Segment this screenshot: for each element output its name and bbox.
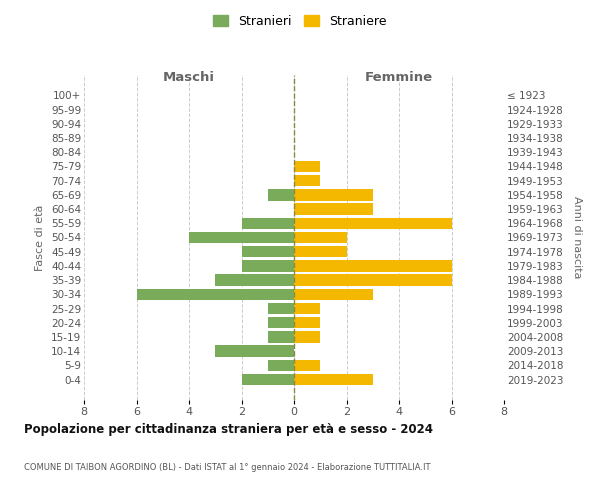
- Bar: [268, 360, 294, 371]
- Bar: [294, 218, 452, 229]
- Bar: [268, 331, 294, 342]
- Y-axis label: Anni di nascita: Anni di nascita: [572, 196, 582, 279]
- Legend: Stranieri, Straniere: Stranieri, Straniere: [209, 11, 391, 32]
- Bar: [241, 218, 294, 229]
- Bar: [294, 204, 373, 215]
- Bar: [215, 346, 294, 357]
- Bar: [294, 360, 320, 371]
- Text: Maschi: Maschi: [163, 71, 215, 84]
- Bar: [268, 189, 294, 200]
- Bar: [268, 303, 294, 314]
- Bar: [294, 260, 452, 272]
- Bar: [268, 317, 294, 328]
- Bar: [294, 317, 320, 328]
- Bar: [241, 260, 294, 272]
- Bar: [241, 374, 294, 385]
- Bar: [294, 246, 347, 258]
- Text: Popolazione per cittadinanza straniera per età e sesso - 2024: Popolazione per cittadinanza straniera p…: [24, 422, 433, 436]
- Bar: [137, 288, 294, 300]
- Bar: [189, 232, 294, 243]
- Bar: [294, 303, 320, 314]
- Bar: [294, 161, 320, 172]
- Bar: [294, 374, 373, 385]
- Text: COMUNE DI TAIBON AGORDINO (BL) - Dati ISTAT al 1° gennaio 2024 - Elaborazione TU: COMUNE DI TAIBON AGORDINO (BL) - Dati IS…: [24, 462, 431, 471]
- Bar: [294, 175, 320, 186]
- Bar: [294, 331, 320, 342]
- Bar: [294, 288, 373, 300]
- Bar: [215, 274, 294, 286]
- Text: Femmine: Femmine: [365, 71, 433, 84]
- Bar: [294, 232, 347, 243]
- Bar: [294, 274, 452, 286]
- Bar: [294, 189, 373, 200]
- Y-axis label: Fasce di età: Fasce di età: [35, 204, 46, 270]
- Bar: [241, 246, 294, 258]
